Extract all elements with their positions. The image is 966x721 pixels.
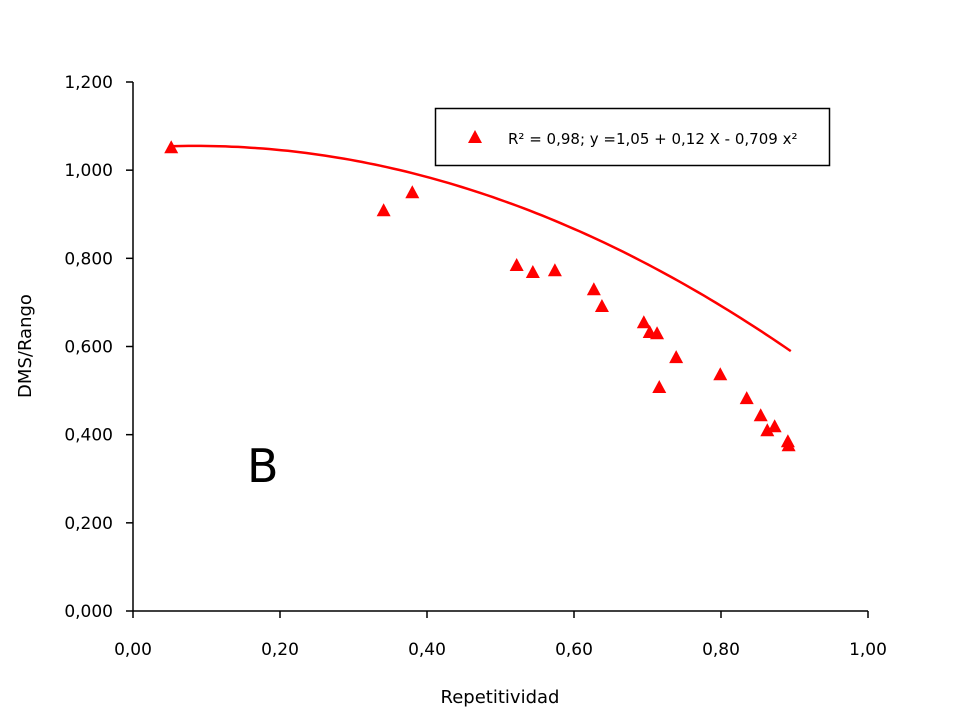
- y-tick-label: 0,800: [64, 249, 113, 269]
- y-tick-label: 1,000: [64, 161, 113, 181]
- data-point: [713, 367, 728, 381]
- data-point: [767, 419, 782, 433]
- axes: 0,00 0,20 0,40 0,60 0,80 1,00 0,000 0,200 0,400 0…: [64, 73, 887, 660]
- fit-curve: [169, 144, 792, 353]
- data-point: [547, 263, 562, 277]
- legend-box: [434, 107, 831, 167]
- x-tick-label: 0,40: [408, 640, 446, 660]
- data-point: [586, 282, 601, 296]
- legend: R² = 0,98; y =1,05 + 0,12 X - 0,709 x²: [434, 107, 831, 167]
- y-tick-label: 0,400: [64, 426, 113, 446]
- x-tick-label: 1,00: [849, 640, 887, 660]
- y-tick-label: 0,600: [64, 338, 113, 358]
- data-point: [652, 380, 667, 394]
- x-tick-label: 0,60: [555, 640, 593, 660]
- y-tick-label: 0,200: [64, 514, 113, 534]
- data-point: [739, 391, 754, 405]
- data-point: [760, 423, 775, 437]
- data-point: [669, 350, 684, 364]
- data-point: [405, 185, 420, 199]
- data-point: [753, 408, 768, 422]
- y-axis-title: DMS/Rango: [15, 294, 36, 398]
- data-point: [525, 264, 540, 278]
- y-tick-label: 1,200: [64, 73, 113, 93]
- data-point: [650, 326, 665, 340]
- x-tick-label: 0,00: [114, 640, 152, 660]
- x-axis-title: Repetitividad: [441, 687, 560, 708]
- legend-label: R² = 0,98; y =1,05 + 0,12 X - 0,709 x²: [508, 130, 797, 148]
- x-tick-label: 0,20: [261, 640, 299, 660]
- x-tick-label: 0,80: [702, 640, 740, 660]
- data-points: [164, 140, 796, 452]
- y-tick-label: 0,000: [64, 602, 113, 622]
- data-point: [781, 438, 796, 452]
- data-point: [594, 298, 609, 312]
- data-point: [636, 315, 651, 329]
- data-point: [376, 203, 391, 217]
- data-point: [509, 257, 524, 271]
- legend-marker: [468, 130, 482, 143]
- panel-label: B: [247, 439, 279, 493]
- data-point: [164, 140, 179, 154]
